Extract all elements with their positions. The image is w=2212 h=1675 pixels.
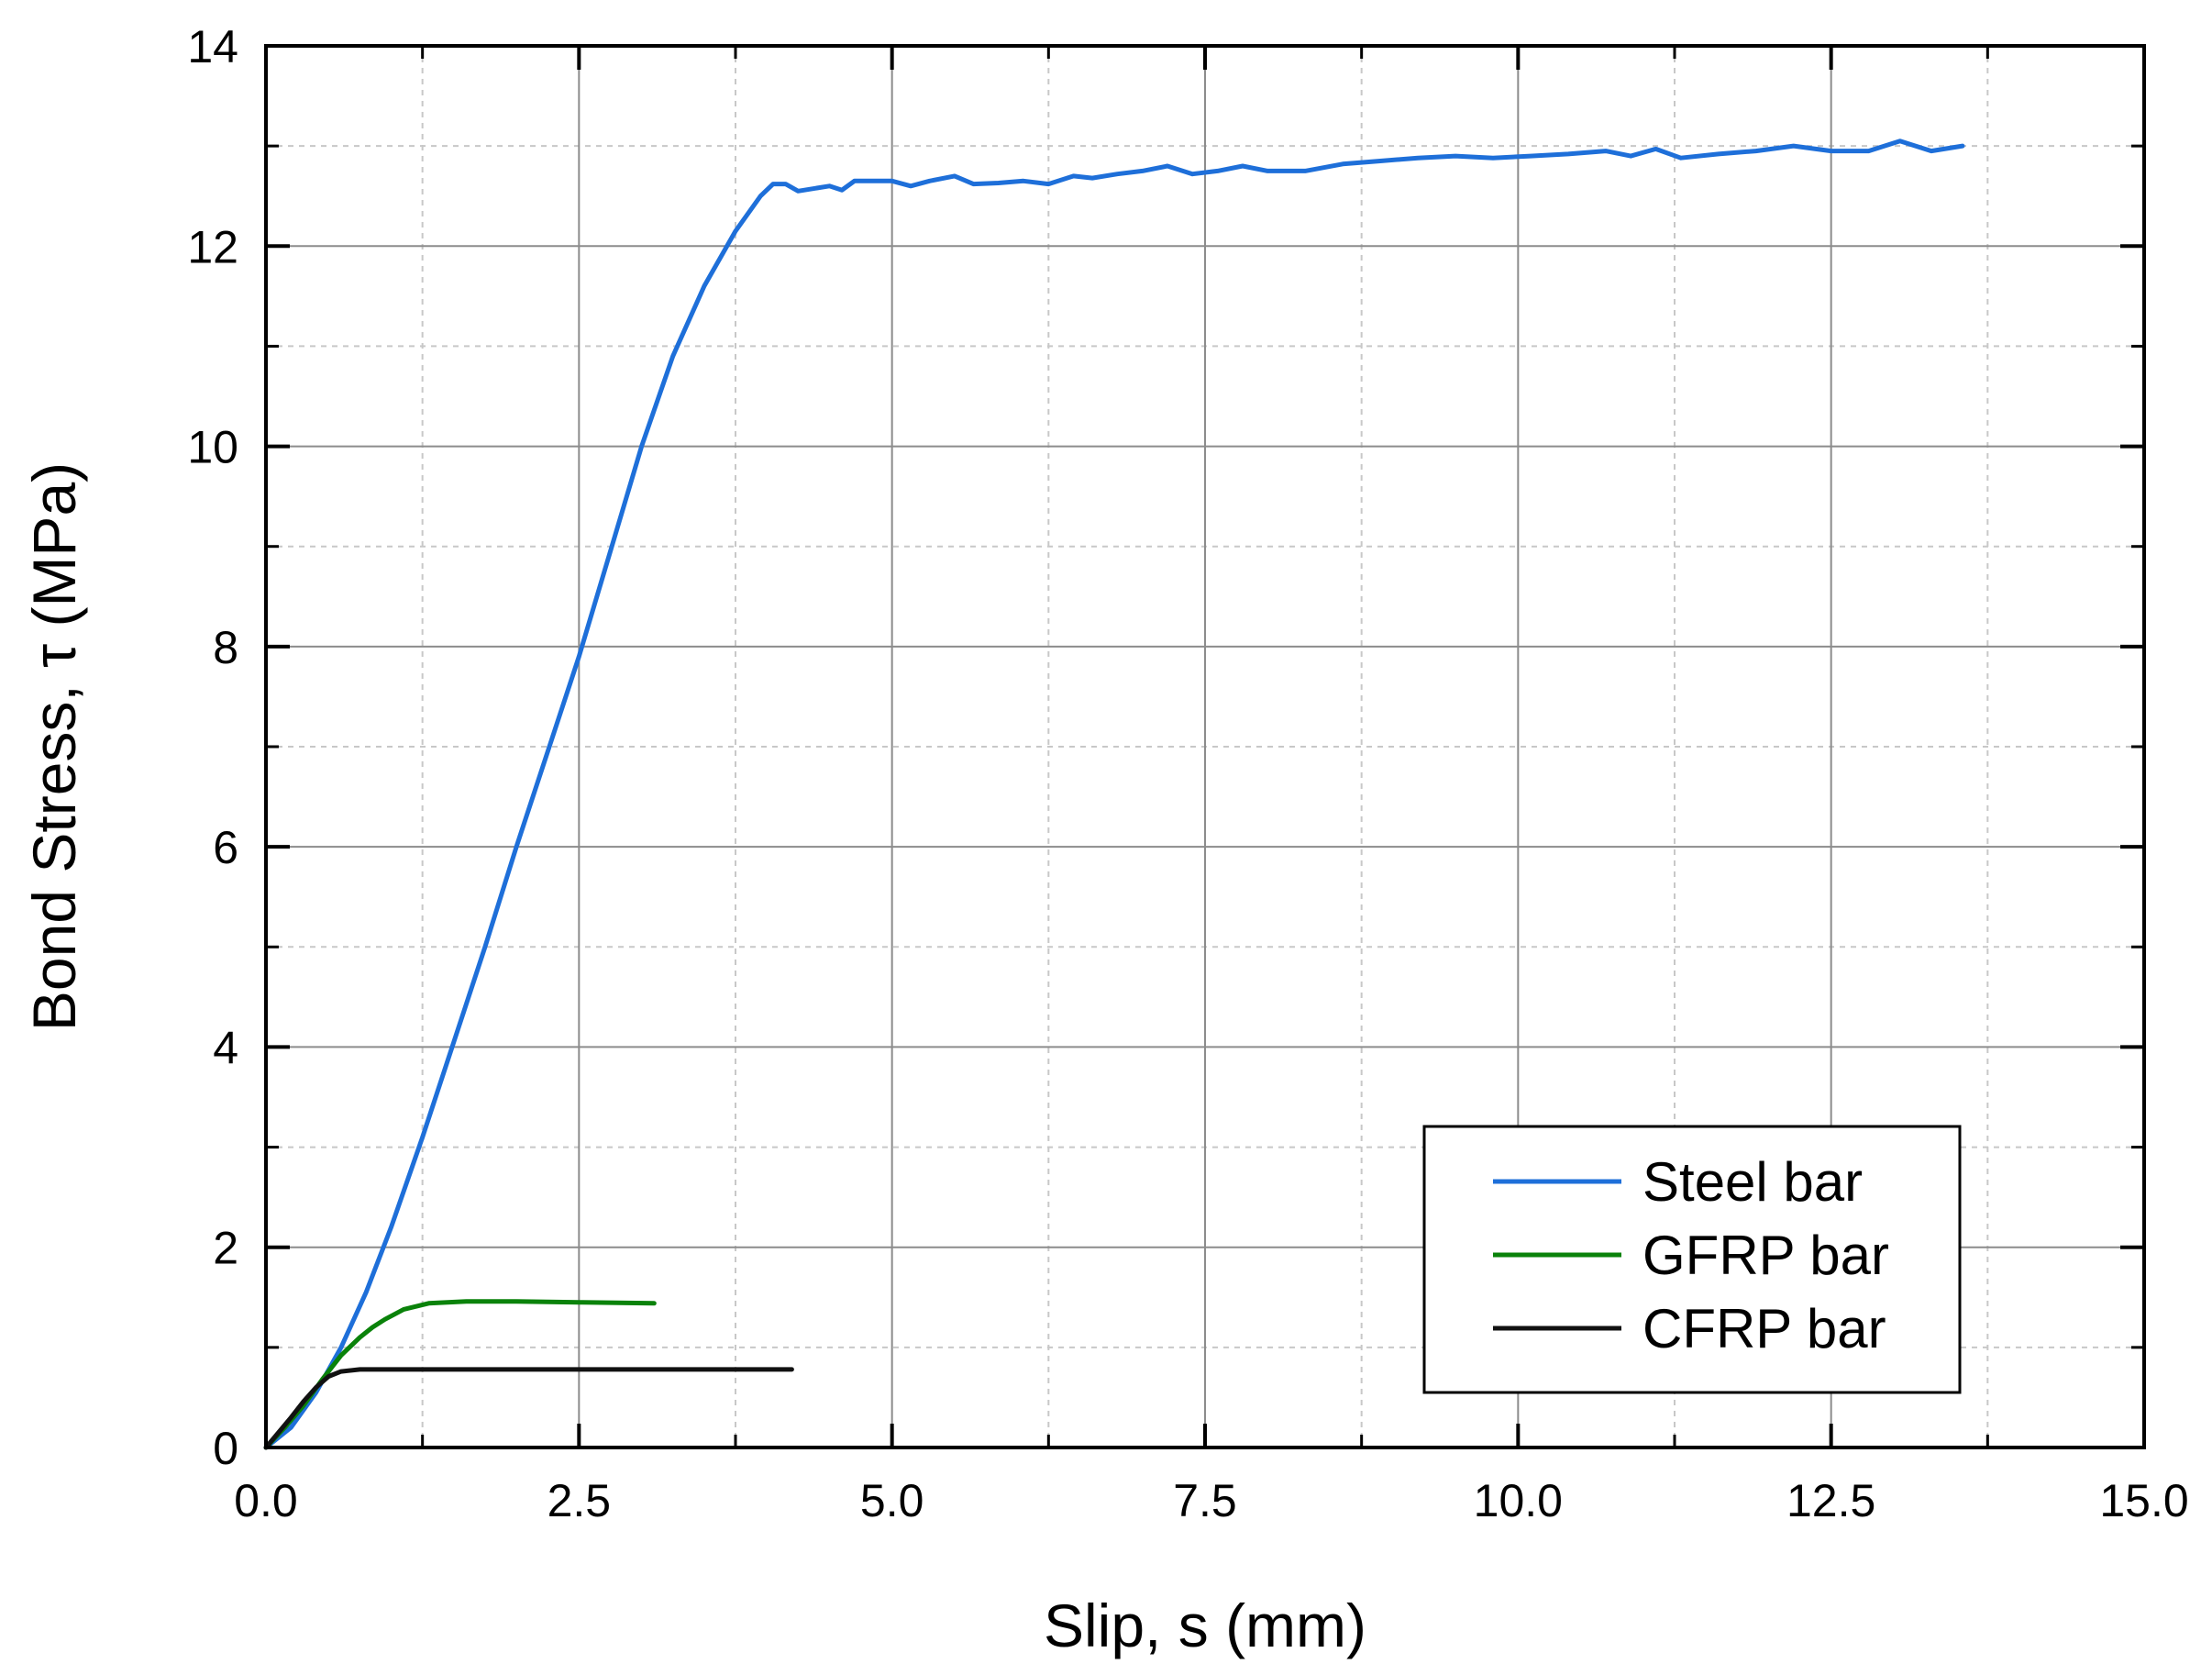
legend-label-gfrp-bar: GFRP bar <box>1642 1225 1889 1286</box>
y-tick-label: 14 <box>187 21 238 72</box>
major-grid <box>266 46 2144 1448</box>
legend-box <box>1422 1125 1962 1394</box>
x-axis-label: Slip, s (mm) <box>1044 1592 1366 1659</box>
tick-marks <box>264 44 2146 1449</box>
y-tick-label: 2 <box>213 1223 238 1274</box>
y-tick-label: 6 <box>213 822 238 873</box>
series-line-cfrp-bar <box>263 1367 794 1450</box>
legend-label-steel-bar: Steel bar <box>1642 1151 1863 1213</box>
y-tick-label: 12 <box>187 221 238 272</box>
legend: Steel bar GFRP bar CFRP bar <box>1422 1125 1962 1394</box>
x-tick-label: 5.0 <box>860 1475 924 1526</box>
series-line-steel-bar <box>263 139 1965 1450</box>
tick-labels: 0.0 2.5 5.0 7.5 10.0 12.5 15.0 0 2 4 6 8 10 12 14 <box>187 21 2188 1526</box>
x-tick-label: 10.0 <box>1474 1475 1563 1526</box>
x-tick-label: 12.5 <box>1786 1475 1875 1526</box>
y-tick-label: 4 <box>213 1022 238 1073</box>
x-tick-label: 15.0 <box>2099 1475 2188 1526</box>
y-axis-label: Bond Stress, τ (MPa) <box>20 462 88 1031</box>
y-tick-label: 0 <box>213 1423 238 1474</box>
series-layer <box>263 139 1965 1450</box>
legend-label-cfrp-bar: CFRP bar <box>1642 1298 1886 1359</box>
x-tick-label: 7.5 <box>1173 1475 1237 1526</box>
y-tick-label: 10 <box>187 422 238 473</box>
y-tick-label: 8 <box>213 622 238 673</box>
x-tick-label: 2.5 <box>547 1475 612 1526</box>
x-tick-label: 0.0 <box>234 1475 298 1526</box>
